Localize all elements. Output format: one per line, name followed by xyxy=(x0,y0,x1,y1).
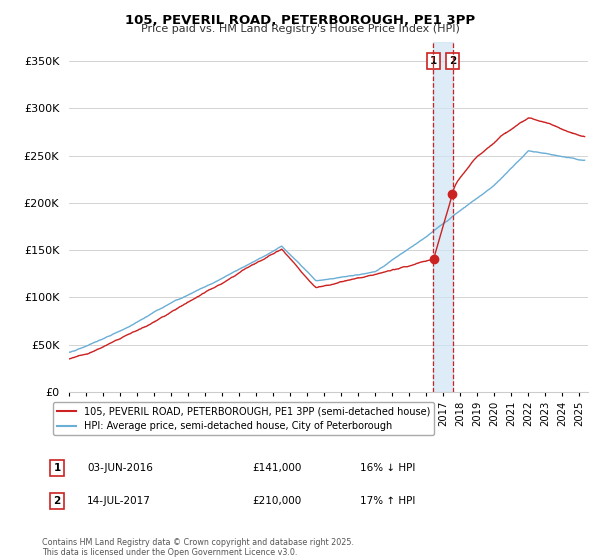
Text: Price paid vs. HM Land Registry's House Price Index (HPI): Price paid vs. HM Land Registry's House … xyxy=(140,24,460,34)
Text: 2: 2 xyxy=(449,56,456,66)
Text: 17% ↑ HPI: 17% ↑ HPI xyxy=(360,496,415,506)
Text: 14-JUL-2017: 14-JUL-2017 xyxy=(87,496,151,506)
Text: 1: 1 xyxy=(53,463,61,473)
Text: 105, PEVERIL ROAD, PETERBOROUGH, PE1 3PP: 105, PEVERIL ROAD, PETERBOROUGH, PE1 3PP xyxy=(125,14,475,27)
Text: £141,000: £141,000 xyxy=(252,463,301,473)
Text: 16% ↓ HPI: 16% ↓ HPI xyxy=(360,463,415,473)
Bar xyxy=(433,42,452,392)
Text: 03-JUN-2016: 03-JUN-2016 xyxy=(87,463,153,473)
Legend: 105, PEVERIL ROAD, PETERBOROUGH, PE1 3PP (semi-detached house), HPI: Average pri: 105, PEVERIL ROAD, PETERBOROUGH, PE1 3PP… xyxy=(53,402,434,435)
Text: Contains HM Land Registry data © Crown copyright and database right 2025.
This d: Contains HM Land Registry data © Crown c… xyxy=(42,538,354,557)
Text: £210,000: £210,000 xyxy=(252,496,301,506)
Text: 2: 2 xyxy=(53,496,61,506)
Text: 1: 1 xyxy=(430,56,437,66)
